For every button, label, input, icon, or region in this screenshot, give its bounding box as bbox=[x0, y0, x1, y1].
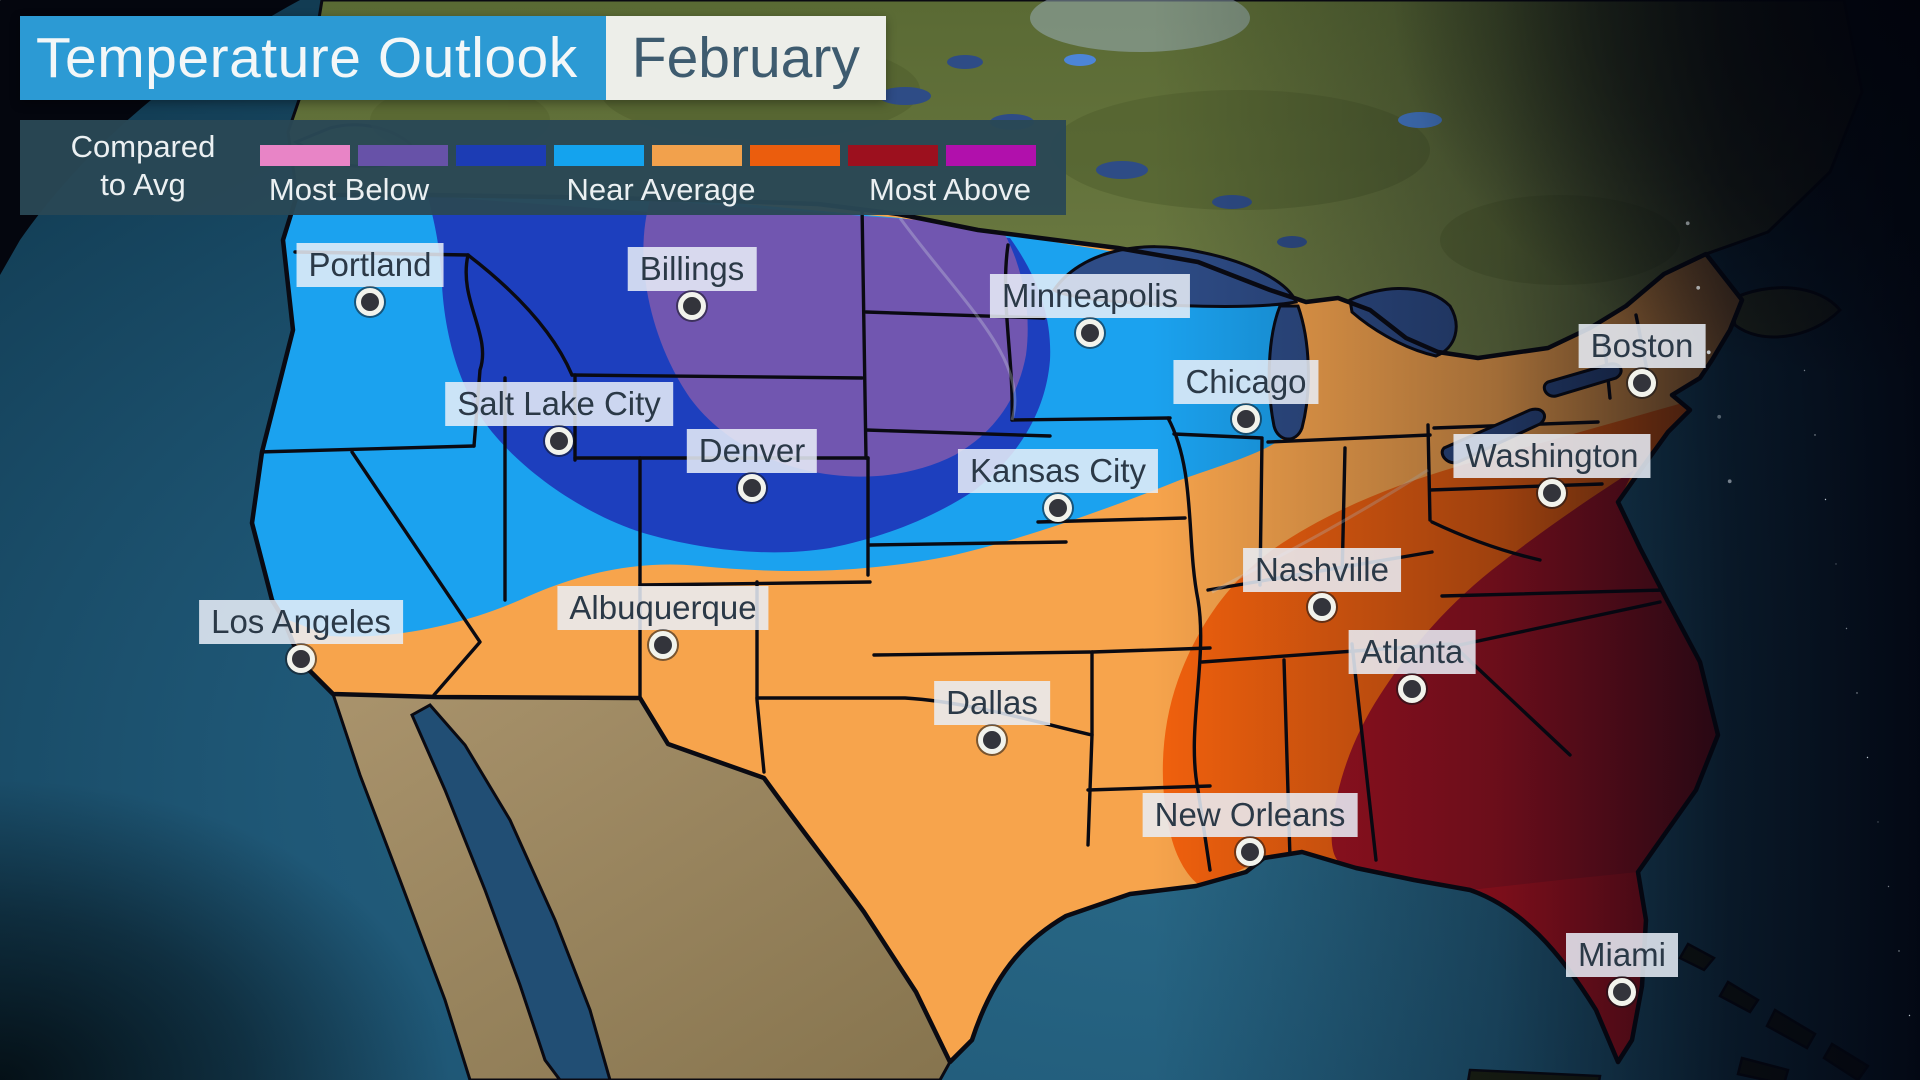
city-dot-icon bbox=[678, 292, 706, 320]
legend-panel: Compared to Avg Most Below Near Average … bbox=[20, 120, 1066, 215]
legend-swatch-below-blue bbox=[456, 145, 546, 166]
city-dot-icon bbox=[1398, 675, 1426, 703]
title-bar: Temperature Outlook February bbox=[20, 16, 886, 100]
city-label: New Orleans bbox=[1142, 793, 1358, 837]
city-dot-icon bbox=[978, 726, 1006, 754]
corner-shade-top-right bbox=[960, 0, 1920, 700]
city-label: Portland bbox=[296, 243, 444, 287]
city-label: Salt Lake City bbox=[445, 382, 673, 426]
city-label: Chicago bbox=[1173, 360, 1319, 404]
legend-swatch-above-orange bbox=[750, 145, 840, 166]
legend-label-most-above: Most Above bbox=[869, 172, 1031, 207]
legend-swatch-most-above-magenta bbox=[946, 145, 1036, 166]
legend-heading-line2: to Avg bbox=[100, 167, 186, 202]
city-label: Billings bbox=[627, 247, 757, 291]
city-label: Miami bbox=[1566, 933, 1678, 977]
city-label: Nashville bbox=[1243, 548, 1401, 592]
city-dot-icon bbox=[1076, 319, 1104, 347]
legend-swatch-above-dark-red bbox=[848, 145, 938, 166]
title-period-badge: February bbox=[605, 16, 886, 100]
city-label: Albuquerque bbox=[557, 586, 769, 630]
city-dot-icon bbox=[287, 645, 315, 673]
legend-swatch-below-purple bbox=[358, 145, 448, 166]
city-label: Kansas City bbox=[957, 449, 1159, 493]
legend-label-most-below: Most Below bbox=[268, 172, 430, 207]
city-dot-icon bbox=[1236, 838, 1264, 866]
city-dot-icon bbox=[649, 631, 677, 659]
legend-heading-line1: Compared bbox=[70, 129, 216, 164]
city-label: Atlanta bbox=[1348, 630, 1476, 674]
corner-shade-bottom-left bbox=[0, 480, 900, 1080]
city-dot-icon bbox=[1308, 593, 1336, 621]
legend-swatch-near-average-cyan bbox=[554, 145, 644, 166]
legend-swatch-row bbox=[260, 145, 1036, 166]
city-label: Los Angeles bbox=[199, 600, 403, 644]
city-label: Denver bbox=[686, 429, 818, 473]
city-dot-icon bbox=[545, 427, 573, 455]
city-dot-icon bbox=[1628, 369, 1656, 397]
city-label: Minneapolis bbox=[989, 274, 1191, 318]
city-dot-icon bbox=[1608, 978, 1636, 1006]
legend-swatch-most-below-pink bbox=[260, 145, 350, 166]
page-title: Temperature Outlook bbox=[20, 16, 606, 100]
city-dot-icon bbox=[356, 288, 384, 316]
city-dot-icon bbox=[1232, 405, 1260, 433]
legend-heading: Compared to Avg bbox=[38, 128, 248, 204]
city-label: Boston bbox=[1578, 324, 1706, 368]
city-label: Dallas bbox=[934, 681, 1050, 725]
city-dot-icon bbox=[1044, 494, 1072, 522]
city-dot-icon bbox=[738, 474, 766, 502]
legend-swatch-above-amber bbox=[652, 145, 742, 166]
city-label: Washington bbox=[1453, 434, 1651, 478]
legend-label-near-average: Near Average bbox=[566, 172, 756, 207]
city-dot-icon bbox=[1538, 479, 1566, 507]
